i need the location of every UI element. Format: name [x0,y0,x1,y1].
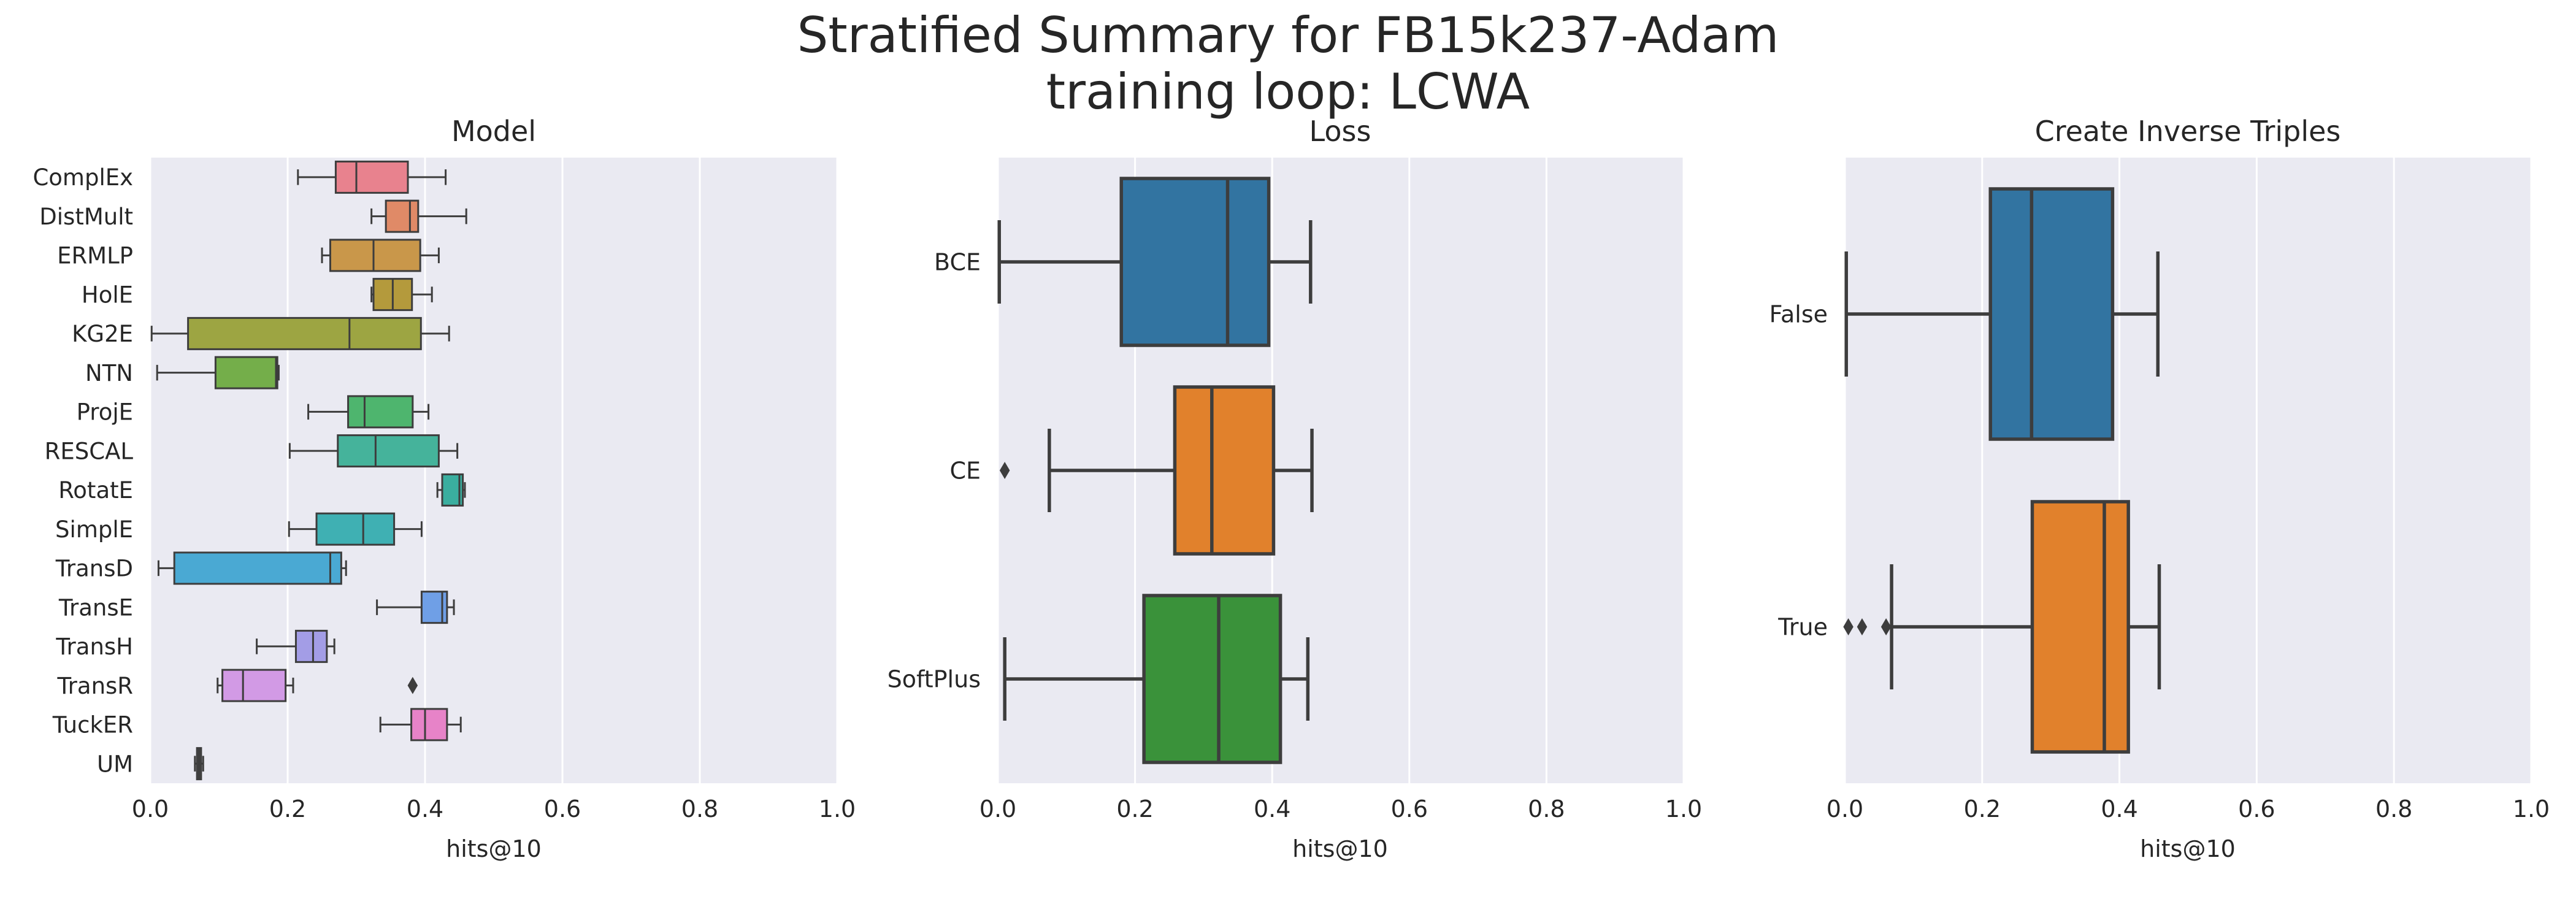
y-tick-label: TransR [57,673,133,699]
x-tick-label: 0.0 [132,795,169,822]
box-simple [288,512,423,546]
y-tick-label: DistMult [39,204,133,230]
box-ermlp [321,239,440,272]
box-iqr [337,434,440,468]
panel-title: Create Inverse Triples [2035,115,2341,148]
panel-loss: Loss hits@10 0.0 0.2 0.4 0.6 0.8 1.0 BCE CE Soft… [887,115,1703,862]
panel-title: Loss [1309,115,1371,148]
y-tick-label: SoftPlus [887,666,981,693]
x-tick-label: 0.8 [681,795,718,822]
box-iqr [1173,385,1276,556]
y-tick-label: TuckER [52,712,133,738]
box-iqr [410,708,448,742]
box-rotate [436,473,466,507]
box-iqr [173,551,342,585]
x-tick-label: 0.4 [407,795,443,822]
box-iqr [347,395,414,429]
box-transe [376,591,455,624]
x-axis-label: hits@10 [2140,835,2236,862]
panel-model: Model hits@10 0.0 0.2 0.4 0.6 0.8 1.0 ComplEx D… [33,115,856,862]
box-bce [997,177,1313,347]
y-tick-label: ProjE [77,399,133,426]
box-tucker [379,708,462,742]
outlier-point [407,677,418,694]
y-tick-label: BCE [934,249,981,276]
x-tick-label: 0.8 [1528,795,1565,822]
x-axis-label: hits@10 [446,835,542,862]
y-tick-label: UM [97,751,133,777]
box-iqr [1142,594,1282,764]
box-kg2e [150,316,450,350]
panel-create-inverse-triples: Create Inverse Triples hits@10 0.0 0.2 0.4… [1769,115,2550,862]
x-tick-label: 1.0 [1665,795,1702,822]
box-transh [256,629,335,663]
y-tick-label: ERMLP [57,243,133,269]
x-tick-label: 0.2 [269,795,306,822]
box-distmult [370,199,467,233]
y-tick-label: True [1777,614,1828,641]
x-axis-label: hits@10 [1292,835,1388,862]
plot-area [1845,158,2531,783]
box-iqr [329,239,421,272]
box-um [194,747,204,781]
box-transd [157,551,347,585]
x-tick-label: 1.0 [2513,795,2550,822]
y-tick-label: SimplE [55,516,133,543]
box-iqr [315,512,396,546]
box-iqr [294,629,328,663]
box-hole [370,278,433,312]
y-tick-label: RotatE [58,477,133,504]
box-iqr [385,199,420,233]
x-tick-label: 0.6 [544,795,581,822]
x-tick-label: 0.2 [1116,795,1153,822]
y-tick-label: KG2E [72,321,133,347]
x-tick-label: 0.8 [2375,795,2412,822]
box-true [1843,500,2161,754]
box-iqr [1119,177,1271,347]
box-proje [307,395,430,429]
outlier-point [1843,618,1853,635]
outlier-point [1880,618,1892,635]
x-tick-label: 0.6 [2238,795,2275,822]
outlier-point [1857,618,1868,635]
figure-title-line-2: training loop: LCWA [1046,63,1530,120]
box-ce [999,385,1314,556]
x-tick-label: 0.6 [1391,795,1428,822]
box-iqr [2030,500,2130,754]
box-rescal [288,434,459,468]
box-false [1844,187,2160,441]
y-tick-label: ComplEx [33,164,133,191]
box-iqr [187,316,422,350]
y-tick-label: HolE [82,282,133,308]
x-tick-label: 1.0 [819,795,856,822]
y-tick-label: TransE [58,594,133,621]
box-transr [217,669,418,702]
box-iqr [1988,187,2115,441]
figure-title-line-1: Stratified Summary for FB15k237-Adam [797,7,1779,64]
x-tick-label: 0.0 [979,795,1016,822]
panel-title: Model [451,115,536,148]
box-softplus [1003,594,1310,764]
y-tick-label: TransH [55,634,133,660]
y-tick-label: False [1769,301,1828,328]
box-iqr [334,160,409,194]
box-iqr [214,356,278,389]
y-tick-label: RESCAL [45,438,134,464]
box-complex [297,160,447,194]
box-iqr [420,591,448,624]
y-tick-label: NTN [85,360,133,386]
x-tick-label: 0.2 [1964,795,2001,822]
box-ntn [156,356,280,389]
box-iqr [221,669,287,702]
outlier-point [999,462,1010,479]
y-tick-label: CE [949,458,981,485]
x-tick-label: 0.4 [2101,795,2137,822]
x-tick-label: 0.0 [1827,795,1863,822]
y-tick-label: TransD [55,556,133,582]
x-tick-label: 0.4 [1254,795,1290,822]
